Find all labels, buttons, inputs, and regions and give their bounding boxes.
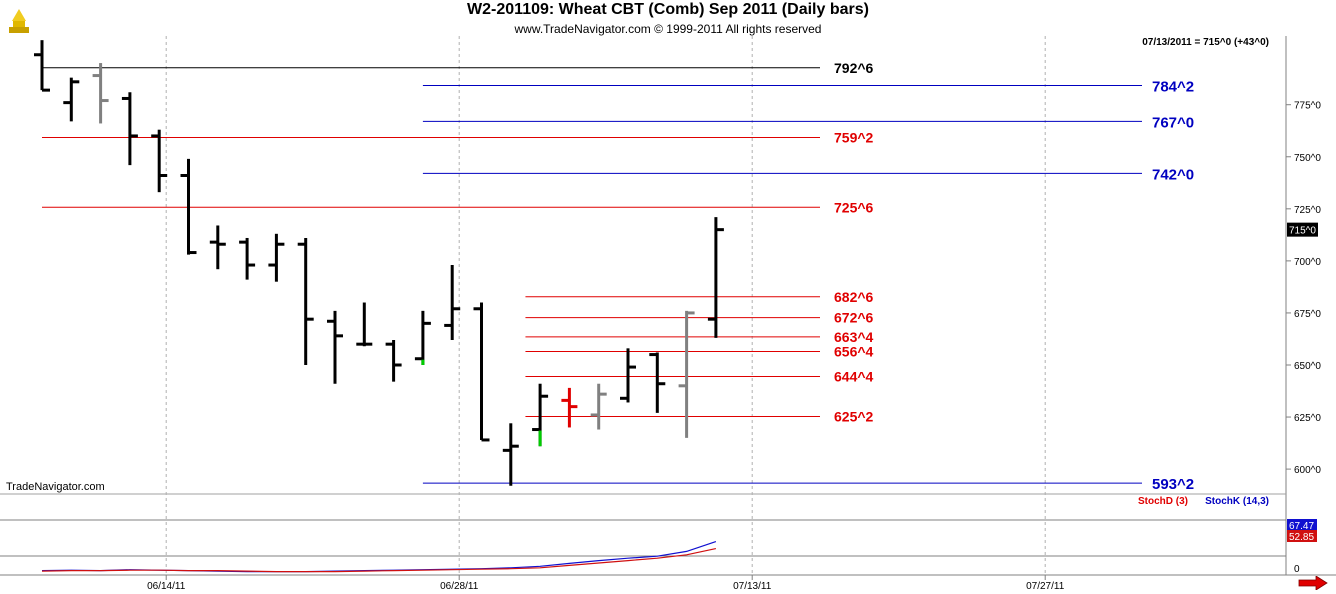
stochk-value-label: 67.47: [1289, 521, 1314, 532]
price-tick-label: 725^0: [1294, 205, 1321, 216]
last-price-label: 715^0: [1289, 226, 1316, 237]
watermark: TradeNavigator.com: [6, 481, 105, 493]
level-label: 792^6: [834, 60, 874, 76]
level-label: 625^2: [834, 409, 874, 425]
price-levels: 792^6 784^2 767^0 759^2 742^0 725^6 682^6 672^6…: [42, 60, 1194, 493]
level-label: 672^6: [834, 310, 874, 326]
chart-title: W2-201109: Wheat CBT (Comb) Sep 2011 (Da…: [467, 1, 869, 18]
level-label: 644^4: [834, 368, 874, 384]
level-label: 742^0: [1152, 166, 1194, 183]
level-label: 767^0: [1152, 114, 1194, 131]
last-price-info: 07/13/2011 = 715^0 (+43^0): [1142, 37, 1269, 48]
level-label: 759^2: [834, 130, 874, 146]
indicator-tick-label: 0: [1294, 564, 1300, 575]
price-tick-label: 625^0: [1294, 413, 1321, 424]
grid: [0, 36, 1336, 576]
level-label: 682^6: [834, 289, 874, 305]
price-tick-label: 775^0: [1294, 101, 1321, 112]
date-tick-label: 07/13/11: [733, 581, 772, 592]
stochk-value-box: [1287, 519, 1317, 531]
level-label: 593^2: [1152, 476, 1194, 493]
price-tick-label: 650^0: [1294, 361, 1321, 372]
date-tick-label: 06/14/11: [147, 581, 186, 592]
tradenavigator-logo-icon: [9, 9, 29, 33]
stochd-line: [41, 548, 717, 573]
date-tick-label: 07/27/11: [1026, 581, 1065, 592]
chart-subtitle: www.TradeNavigator.com © 1999-2011 All r…: [514, 22, 822, 36]
scroll-right-arrow-icon[interactable]: [1298, 576, 1328, 590]
date-tick-label: 06/28/11: [440, 581, 479, 592]
price-tick-label: 700^0: [1294, 257, 1321, 268]
date-axis: 06/14/11 06/28/11 07/13/11 07/27/11: [147, 575, 1065, 592]
price-axis: 600^0 625^0 650^0 675^0 700^0 725^0 750^0 775^0…: [1286, 101, 1321, 476]
stochd-legend: StochD (3): [1138, 496, 1188, 507]
price-tick-label: 600^0: [1294, 465, 1321, 476]
stochk-line: [41, 541, 717, 573]
stochd-value-label: 52.85: [1289, 532, 1314, 543]
last-price-box: [1287, 222, 1318, 237]
level-label: 656^4: [834, 343, 874, 359]
level-label: 784^2: [1152, 78, 1194, 95]
price-bars: [34, 40, 724, 486]
price-tick-label: 675^0: [1294, 309, 1321, 320]
price-tick-label: 750^0: [1294, 153, 1321, 164]
stochd-value-box: [1287, 530, 1317, 542]
level-label: 725^6: [834, 199, 874, 215]
stochk-legend: StochK (14,3): [1205, 496, 1269, 507]
level-label: 663^4: [834, 329, 874, 345]
